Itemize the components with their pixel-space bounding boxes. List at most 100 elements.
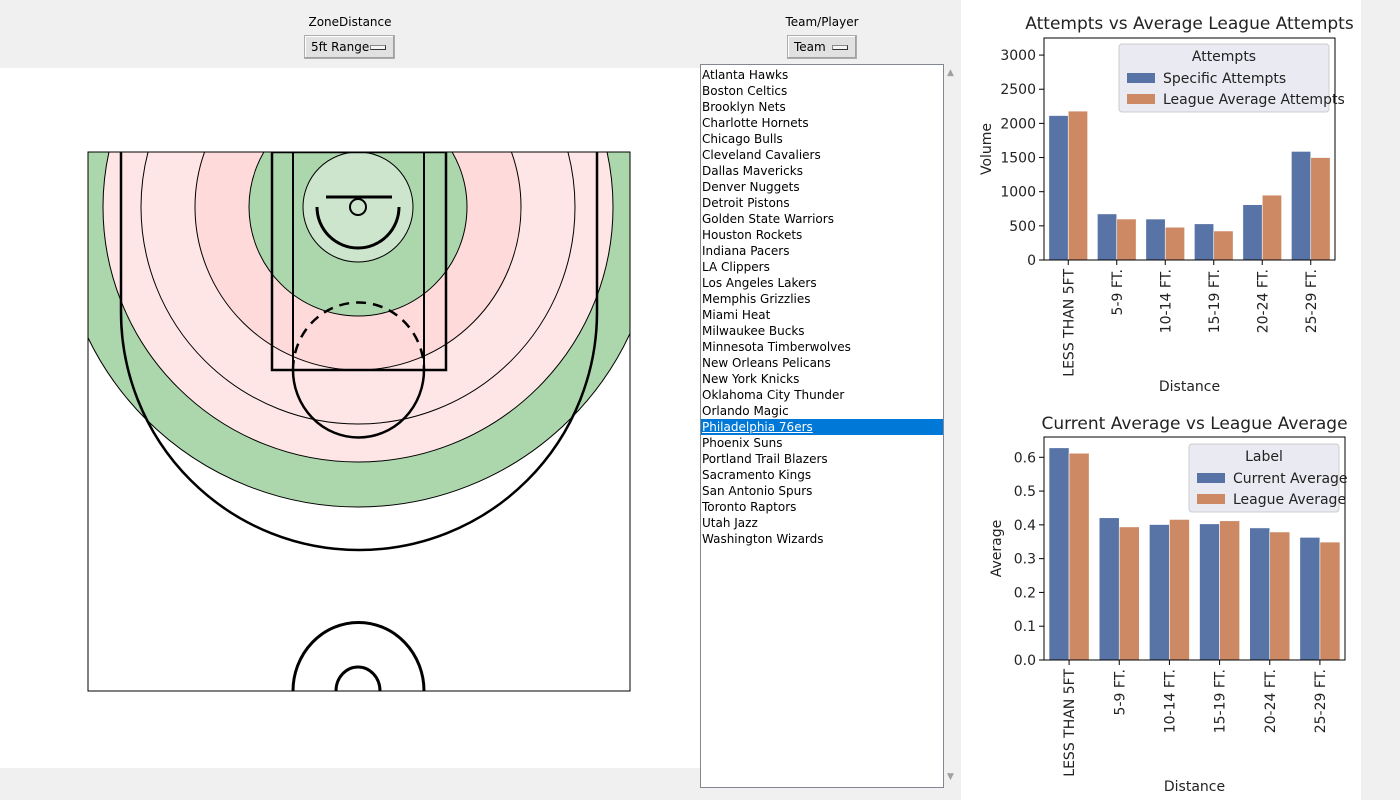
team-list-item[interactable]: Cleveland Cavaliers [702,148,821,162]
team-list-item[interactable]: Washington Wizards [702,532,824,546]
y-tick-label: 0.3 [1014,552,1036,568]
legend-entry: League Average [1233,492,1346,508]
chart-title: Current Average vs League Average [1041,414,1347,434]
team-list-item[interactable]: Dallas Mavericks [702,164,803,178]
x-tick-label: 10-14 FT. [1162,669,1178,733]
bar [1219,520,1240,661]
zone-distance-label: ZoneDistance [308,15,392,29]
team-list-item[interactable]: Indiana Pacers [702,244,790,258]
x-tick-label: 25-29 FT. [1313,669,1329,733]
scroll-down-arrow-icon[interactable]: ▼ [947,772,954,782]
team-list-item[interactable]: San Antonio Spurs [702,484,813,498]
team-list-item[interactable]: LA Clippers [702,260,770,274]
team-list-item[interactable]: New York Knicks [702,372,800,386]
paint-inner-box [292,152,425,371]
team-list-item[interactable]: Los Angeles Lakers [702,276,817,290]
team-list-item[interactable]: Detroit Pistons [702,196,790,210]
y-tick-label: 0.1 [1014,619,1036,635]
x-tick-label: 20-24 FT. [1263,669,1279,733]
team-list-item[interactable]: Milwaukee Bucks [702,324,805,338]
team-list-item[interactable]: Minnesota Timberwolves [702,340,851,354]
average-chart: 0.0 0.1 0.2 0.3 0.4 0.5 0.6 LESS THAN 5FT 5-9 FT… [989,414,1348,795]
legend-swatch [1127,73,1155,83]
restricted-area-arc [315,206,401,250]
y-tick-label: 2500 [1000,82,1036,98]
x-tick-label: 20-24 FT. [1255,269,1271,333]
attempts-chart: 0 500 1000 1500 2000 2500 3000 LESS THAN 5FT 5-9… [979,14,1354,395]
y-tick-label: 1500 [1000,151,1036,167]
team-list-item[interactable]: Boston Celtics [702,84,788,98]
y-tick-label: 0.6 [1014,450,1036,466]
team-list-item[interactable]: Phoenix Suns [702,436,783,450]
zone-ring-less-than-5ft [302,152,414,263]
legend [1188,443,1340,513]
x-tick-label: 10-14 FT. [1158,269,1174,333]
y-axis-label: Average [989,520,1005,578]
team-list-item[interactable]: Oklahoma City Thunder [702,388,845,402]
team-list-item[interactable]: Philadelphia 76ers [701,419,943,435]
legend-entry: Specific Attempts [1163,71,1286,87]
x-axis-label: Distance [1159,379,1220,395]
listbox-scrollbar[interactable]: ▲ ▼ [944,64,960,788]
legend-swatch [1197,494,1225,504]
legend-entry: League Average Attempts [1163,92,1345,108]
bar [1299,537,1321,661]
team-list-item[interactable]: Utah Jazz [702,516,758,530]
bar [1048,115,1069,261]
team-listbox[interactable]: Atlanta Hawks Boston Celtics Brooklyn Nets… [700,64,944,788]
team-list: Atlanta Hawks Boston Celtics Brooklyn Nets… [701,65,943,547]
half-court-diagram [87,151,631,692]
center-circle-outer [291,620,426,691]
team-list-item[interactable]: Memphis Grizzlies [702,292,811,306]
bar [1319,541,1341,661]
team-list-item[interactable]: Toronto Raptors [702,500,797,514]
zone-distance-value: 5ft Range [311,40,370,54]
bar [1048,447,1070,661]
bar [1145,218,1166,261]
team-list-item[interactable]: Atlanta Hawks [702,68,789,82]
team-list-item[interactable]: Denver Nuggets [702,180,800,194]
center-circle-inner [334,665,382,691]
team-list-item[interactable]: Charlotte Hornets [702,116,809,130]
scroll-up-arrow-icon[interactable]: ▲ [947,68,954,78]
team-list-item[interactable]: Golden State Warriors [702,212,834,226]
court-lines [119,152,599,691]
bar [1118,526,1140,661]
bar [1242,204,1263,261]
legend-swatch [1197,473,1225,483]
team-list-item[interactable]: Orlando Magic [702,404,789,418]
y-tick-label: 0.0 [1014,653,1036,669]
bar [1098,517,1120,661]
dropdown-indicator-icon [370,45,386,50]
free-throw-circle-upper-dashed [291,301,426,371]
bar [1291,151,1312,261]
team-player-label: Team/Player [785,15,859,29]
team-list-item[interactable]: Houston Rockets [702,228,803,242]
team-list-item[interactable]: Sacramento Kings [702,468,812,482]
court-panel [0,68,700,768]
team-player-dropdown[interactable]: Team [787,35,857,59]
bar [1116,218,1137,261]
x-tick-label: 15-19 FT. [1213,669,1229,733]
legend-title: Attempts [1192,49,1256,65]
bar [1067,110,1088,261]
x-tick-label: LESS THAN 5FT [1062,669,1078,777]
y-axis-label: Volume [979,123,995,175]
bar [1149,524,1170,661]
bar [1169,519,1190,661]
team-player-value: Team [794,40,826,54]
team-list-item[interactable]: Brooklyn Nets [702,100,786,114]
team-list-item[interactable]: Chicago Bulls [702,132,783,146]
team-list-item[interactable]: New Orleans Pelicans [702,356,831,370]
x-tick-label: 25-29 FT. [1304,269,1320,333]
x-tick-label: 15-19 FT. [1207,269,1223,333]
zone-distance-dropdown[interactable]: 5ft Range [304,35,395,59]
y-tick-label: 0.4 [1014,518,1036,534]
team-list-item[interactable]: Miami Heat [702,308,771,322]
rim [349,198,367,216]
bar [1199,523,1220,661]
y-tick-label: 3000 [1000,48,1036,64]
y-tick-label: 0.5 [1014,484,1036,500]
legend-swatch [1127,94,1155,104]
team-list-item[interactable]: Portland Trail Blazers [702,452,828,466]
